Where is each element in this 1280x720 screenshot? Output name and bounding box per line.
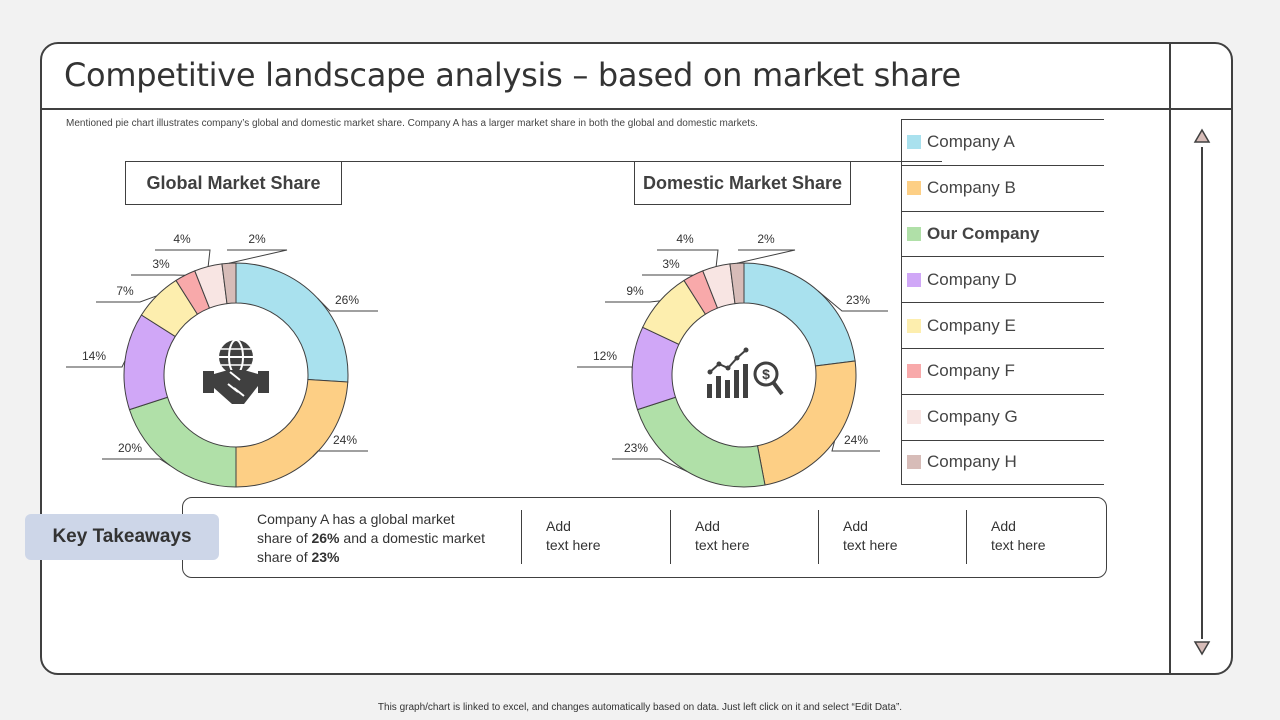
add-text-cell[interactable]: Add text here	[966, 510, 1045, 564]
key-takeaways-label: Key Takeaways	[25, 514, 219, 560]
right-top-divider	[1171, 108, 1231, 110]
legend-item-company-a: Company A	[902, 119, 1104, 165]
legend-label: Company H	[927, 452, 1017, 472]
legend-item-company-f: Company F	[902, 347, 1104, 394]
legend-swatch	[907, 226, 921, 241]
heading-connector-line	[341, 161, 634, 162]
legend-swatch	[907, 364, 921, 379]
legend-swatch	[907, 455, 921, 470]
add-text-line: Add	[991, 518, 1016, 534]
scrollbar-track[interactable]	[1201, 147, 1203, 639]
add-text-cell[interactable]: Add text here	[521, 510, 600, 564]
legend-label: Our Company	[927, 223, 1040, 243]
legend-swatch	[907, 318, 921, 333]
takeaway-global-value: 26%	[311, 530, 340, 546]
global-chart-heading: Global Market Share	[125, 161, 342, 205]
takeaways-box: Company A has a global market share of 2…	[182, 497, 1107, 578]
legend-swatch	[907, 272, 921, 287]
legend-swatch	[907, 181, 921, 196]
add-text-cell[interactable]: Add text here	[670, 510, 749, 564]
scroll-up-arrow-icon[interactable]	[1193, 128, 1211, 144]
add-text-line: text here	[546, 537, 601, 553]
legend-swatch	[907, 135, 921, 150]
add-text-line: Add	[695, 518, 720, 534]
takeaway-domestic-value: 23%	[311, 549, 340, 565]
add-text-line: text here	[843, 537, 898, 553]
legend-item-company-e: Company E	[902, 302, 1104, 348]
legend-label: Company F	[927, 361, 1015, 381]
add-text-cell[interactable]: Add text here	[818, 510, 897, 564]
legend-swatch	[907, 410, 921, 425]
page-subtitle: Mentioned pie chart illustrates company’…	[66, 118, 758, 129]
chart-legend: Company A Company B Our Company Company …	[901, 119, 1104, 486]
footnote: This graph/chart is linked to excel, and…	[377, 702, 903, 713]
page-title: Competitive landscape analysis – based o…	[64, 56, 961, 94]
takeaway-text: share of	[257, 530, 312, 546]
domestic-chart-heading: Domestic Market Share	[634, 161, 851, 205]
legend-item-company-d: Company D	[902, 256, 1104, 302]
legend-item-company-g: Company G	[902, 393, 1104, 440]
right-column-divider	[1169, 44, 1171, 673]
legend-item-our-company: Our Company	[902, 210, 1104, 257]
add-text-line: Add	[843, 518, 868, 534]
legend-label: Company E	[927, 315, 1016, 335]
add-text-line: text here	[695, 537, 750, 553]
legend-label: Company B	[927, 178, 1016, 198]
takeaway-line: Company A has a global market	[257, 511, 455, 527]
legend-label: Company A	[927, 132, 1015, 152]
legend-label: Company D	[927, 269, 1017, 289]
add-text-line: Add	[546, 518, 571, 534]
main-takeaway-text: Company A has a global market share of 2…	[257, 510, 507, 567]
legend-label: Company G	[927, 407, 1018, 427]
legend-item-company-h: Company H	[902, 439, 1104, 486]
add-text-line: text here	[991, 537, 1046, 553]
legend-item-company-b: Company B	[902, 164, 1104, 211]
takeaway-text: and a domestic market	[339, 530, 486, 546]
title-bar: Competitive landscape analysis – based o…	[42, 44, 1171, 110]
scroll-down-arrow-icon[interactable]	[1193, 640, 1211, 656]
takeaway-text: share of	[257, 549, 312, 565]
heading-connector-line	[850, 161, 942, 162]
